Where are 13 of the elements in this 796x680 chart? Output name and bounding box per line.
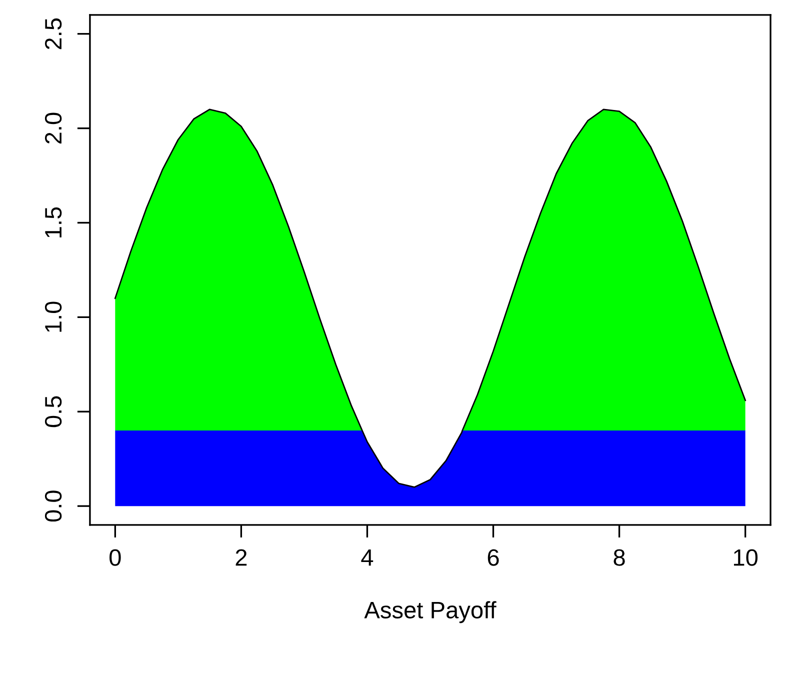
y-tick-label: 2.0	[44, 112, 62, 144]
x-axis-title: Asset Payoff	[364, 601, 496, 624]
y-tick-label: 2.5	[44, 18, 62, 50]
x-tick-label: 8	[614, 549, 625, 566]
y-tick-label: 1.0	[44, 302, 62, 332]
x-tick-label: 4	[361, 549, 374, 566]
y-tick-label: 1.5	[45, 207, 62, 238]
x-tick-label: 10	[734, 549, 758, 566]
y-tick-label: 0.0	[44, 490, 62, 522]
x-tick-label: 0	[110, 549, 121, 566]
x-tick-label: 2	[236, 549, 247, 566]
y-tick-label: 0.5	[44, 396, 62, 428]
x-tick-label: 6	[488, 549, 499, 566]
